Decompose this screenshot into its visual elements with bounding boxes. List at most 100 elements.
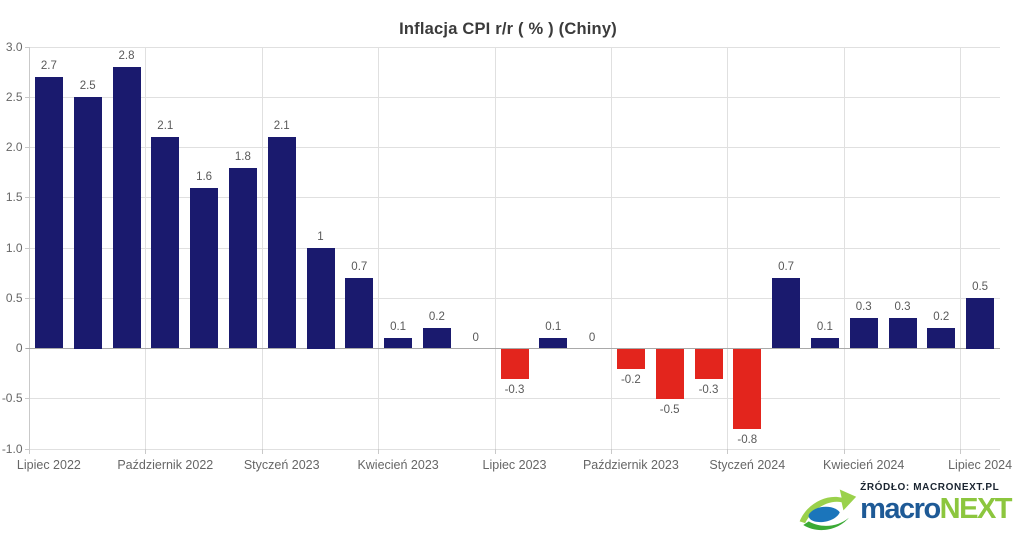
x-axis-label: Lipiec 2023: [482, 458, 547, 472]
bar[interactable]: [694, 348, 723, 379]
gridline-horizontal: [29, 197, 1000, 199]
y-axis-label: 2.0: [5, 140, 23, 154]
bar[interactable]: [422, 328, 451, 349]
bar-value-label: -0.3: [698, 383, 719, 396]
x-axis-label: Październik 2023: [582, 458, 679, 472]
bar[interactable]: [966, 298, 995, 349]
bar[interactable]: [345, 278, 374, 349]
bar-value-label: 0.5: [972, 281, 989, 294]
bar[interactable]: [733, 348, 762, 429]
y-axis-tick: [24, 448, 30, 450]
y-axis-label: 1.0: [5, 240, 23, 255]
bar[interactable]: [888, 318, 917, 349]
bar-value-label: -0.5: [659, 403, 680, 416]
x-axis-tick: [29, 449, 30, 454]
gridline-vertical: [378, 47, 380, 449]
y-axis-tick: [24, 46, 30, 48]
x-axis-label: Październik 2022: [117, 458, 214, 472]
y-axis-label: 2.5: [5, 89, 23, 104]
x-axis-tick: [611, 449, 612, 454]
x-axis-tick: [494, 449, 496, 454]
bar-value-label: 2.1: [157, 120, 174, 133]
bar-value-label: 2.5: [79, 80, 96, 93]
y-axis-label: 3.0: [5, 39, 23, 54]
y-axis-tick: [24, 247, 30, 249]
gridline-vertical: [494, 47, 496, 449]
bar-value-label: 0.2: [428, 311, 445, 324]
wordmark-macro: macro: [860, 493, 941, 525]
y-axis-label: 0: [15, 341, 23, 355]
bar-value-label: 0: [472, 331, 479, 344]
bar[interactable]: [927, 328, 956, 349]
bar[interactable]: [539, 338, 568, 349]
y-axis-label: 1.5: [5, 190, 23, 205]
x-axis-tick: [727, 449, 729, 454]
x-axis-label: Kwiecień 2023: [357, 458, 439, 472]
bar[interactable]: [267, 137, 296, 349]
y-axis-tick: [24, 197, 30, 199]
macronext-logo-icon: [799, 489, 857, 531]
gridline-horizontal: [29, 46, 1000, 48]
bar-value-label: -0.3: [504, 383, 525, 396]
bar-value-label: -0.8: [737, 433, 758, 446]
gridline-horizontal: [29, 297, 1000, 299]
y-axis-label: -0.5: [1, 391, 23, 406]
bar[interactable]: [616, 348, 645, 369]
macronext-wordmark: macroNEXT: [860, 493, 1012, 525]
x-axis-label: Styczeń 2024: [709, 458, 786, 472]
bar-value-label: 0.3: [855, 301, 872, 314]
bar-value-label: 0.7: [351, 261, 368, 274]
gridline-horizontal: [29, 147, 1000, 148]
bar-value-label: -0.2: [620, 373, 641, 386]
bar-value-label: 2.7: [40, 60, 57, 73]
x-axis-label: Lipiec 2024: [948, 458, 1013, 472]
bar-value-label: 1: [317, 231, 324, 243]
macronext-branding: ŹRÓDŁO: MACRONEXT.PL macroNEXT: [796, 482, 1013, 533]
y-axis-tick: [24, 147, 30, 148]
bar[interactable]: [34, 77, 63, 349]
bar[interactable]: [73, 97, 102, 349]
bar[interactable]: [306, 248, 335, 349]
bar-value-label: 0.3: [894, 301, 911, 314]
bar[interactable]: [849, 318, 878, 349]
gridline-horizontal: [29, 448, 1000, 450]
source-label: ŹRÓDŁO: MACRONEXT.PL: [860, 482, 1000, 493]
y-axis-label: 0.5: [5, 290, 23, 305]
bar[interactable]: [655, 348, 684, 399]
x-axis-tick: [960, 449, 962, 454]
bar[interactable]: [810, 338, 839, 349]
gridline-vertical: [960, 47, 962, 449]
y-axis-label: -1.0: [1, 441, 23, 456]
x-axis-tick: [261, 449, 263, 454]
bar[interactable]: [112, 67, 141, 349]
bar-value-label: 1.8: [234, 150, 251, 163]
x-axis-tick: [145, 449, 147, 454]
bar[interactable]: [228, 167, 257, 349]
x-axis-tick: [378, 449, 380, 454]
gridline-vertical: [611, 47, 612, 449]
bar-value-label: 0.7: [778, 261, 795, 274]
gridline-vertical: [843, 47, 845, 449]
bar-value-label: 0.1: [390, 321, 407, 334]
x-axis-label: Styczeń 2023: [243, 458, 320, 472]
bar-value-label: 1.6: [196, 170, 213, 183]
gridline-horizontal: [29, 398, 1000, 400]
bar-value-label: 2.8: [118, 50, 135, 63]
bar[interactable]: [384, 338, 413, 349]
bar[interactable]: [772, 278, 801, 349]
y-axis-line: [29, 47, 30, 449]
bar-value-label: 0.1: [816, 321, 833, 334]
bar[interactable]: [190, 187, 219, 349]
x-axis-label: Kwiecień 2024: [823, 458, 905, 472]
bar[interactable]: [500, 348, 529, 379]
y-axis-tick: [24, 297, 30, 299]
x-axis-label: Lipiec 2022: [16, 458, 81, 472]
bar-value-label: 2.1: [273, 120, 290, 133]
gridline-horizontal: [29, 247, 1000, 249]
bar-value-label: 0.2: [933, 311, 950, 324]
bar-value-label: 0.1: [545, 321, 562, 334]
bar[interactable]: [151, 137, 180, 349]
gridline-vertical: [727, 47, 729, 449]
